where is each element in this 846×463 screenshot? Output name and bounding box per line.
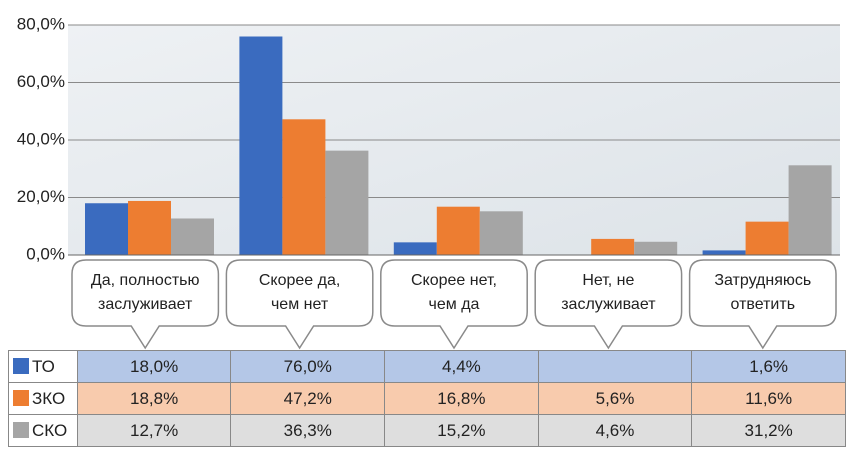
- legend-label: ЗКО: [32, 388, 66, 408]
- y-tick-label: 60,0%: [17, 72, 65, 91]
- category-label: Скорее да, чем нет: [258, 272, 341, 313]
- table-cell: 15,2%: [384, 414, 539, 447]
- callout-shape: [534, 259, 683, 350]
- category-label: Затрудняюсь ответить: [714, 272, 812, 313]
- bar: [436, 206, 480, 255]
- legend-label: ТО: [32, 356, 55, 376]
- bar: [128, 200, 171, 255]
- table-cell: 16,8%: [384, 382, 539, 415]
- bar: [171, 218, 214, 255]
- table-cell: 18,8%: [76, 382, 232, 415]
- table-cell: 36,3%: [230, 414, 386, 447]
- callout-shape: [380, 259, 528, 350]
- legend-cell: ЗКО: [8, 382, 78, 415]
- legend-swatch: [13, 389, 29, 406]
- table-cell: 31,2%: [691, 414, 846, 447]
- table-cell: 4,6%: [537, 414, 693, 447]
- bar: [479, 211, 523, 255]
- table-cell: 1,6%: [691, 350, 846, 383]
- bar: [788, 165, 832, 255]
- bar: [591, 238, 635, 255]
- bar: [393, 242, 437, 255]
- bar: [325, 150, 369, 255]
- callout-shape: [688, 259, 837, 350]
- bar: [745, 221, 789, 255]
- y-tick-label: 20,0%: [17, 187, 65, 206]
- table-cell: 12,7%: [76, 414, 232, 447]
- bar: [282, 119, 326, 255]
- table-row: СКО 12,7% 36,3% 15,2% 4,6% 31,2%: [8, 414, 846, 447]
- table-cell: 47,2%: [230, 382, 386, 415]
- table-cell: 11,6%: [691, 382, 846, 415]
- bar: [85, 203, 128, 255]
- data-table: ТО 18,0% 76,0% 4,4% 1,6% ЗКО 18,8% 47,2% 16,8% 5,…: [8, 350, 846, 447]
- y-tick-label: 40,0%: [17, 129, 65, 148]
- callout-shape: [71, 259, 220, 350]
- table-cell: 18,0%: [76, 350, 232, 383]
- category-label: Нет, не заслуживает: [561, 272, 656, 313]
- legend-label: СКО: [32, 420, 68, 440]
- legend-cell: ТО: [8, 350, 78, 383]
- table-cell: 4,4%: [384, 350, 539, 383]
- category-label: Скорее нет, чем да: [411, 272, 497, 313]
- category-label: Да, полностью заслуживает: [90, 272, 200, 313]
- table-cell: 5,6%: [537, 382, 693, 415]
- y-tick-label: 80,0%: [17, 14, 65, 33]
- bar: [702, 250, 746, 255]
- callout-shape: [225, 259, 374, 350]
- table-cell: 76,0%: [230, 350, 386, 383]
- legend-cell: СКО: [8, 414, 78, 447]
- legend-swatch: [13, 421, 29, 438]
- legend-swatch: [13, 357, 29, 374]
- bar: [634, 241, 678, 255]
- table-row: ЗКО 18,8% 47,2% 16,8% 5,6% 11,6%: [8, 382, 846, 415]
- table-row: ТО 18,0% 76,0% 4,4% 1,6%: [8, 350, 846, 383]
- bar: [239, 36, 283, 255]
- table-cell: [537, 350, 693, 383]
- y-tick-label: 0,0%: [26, 244, 65, 263]
